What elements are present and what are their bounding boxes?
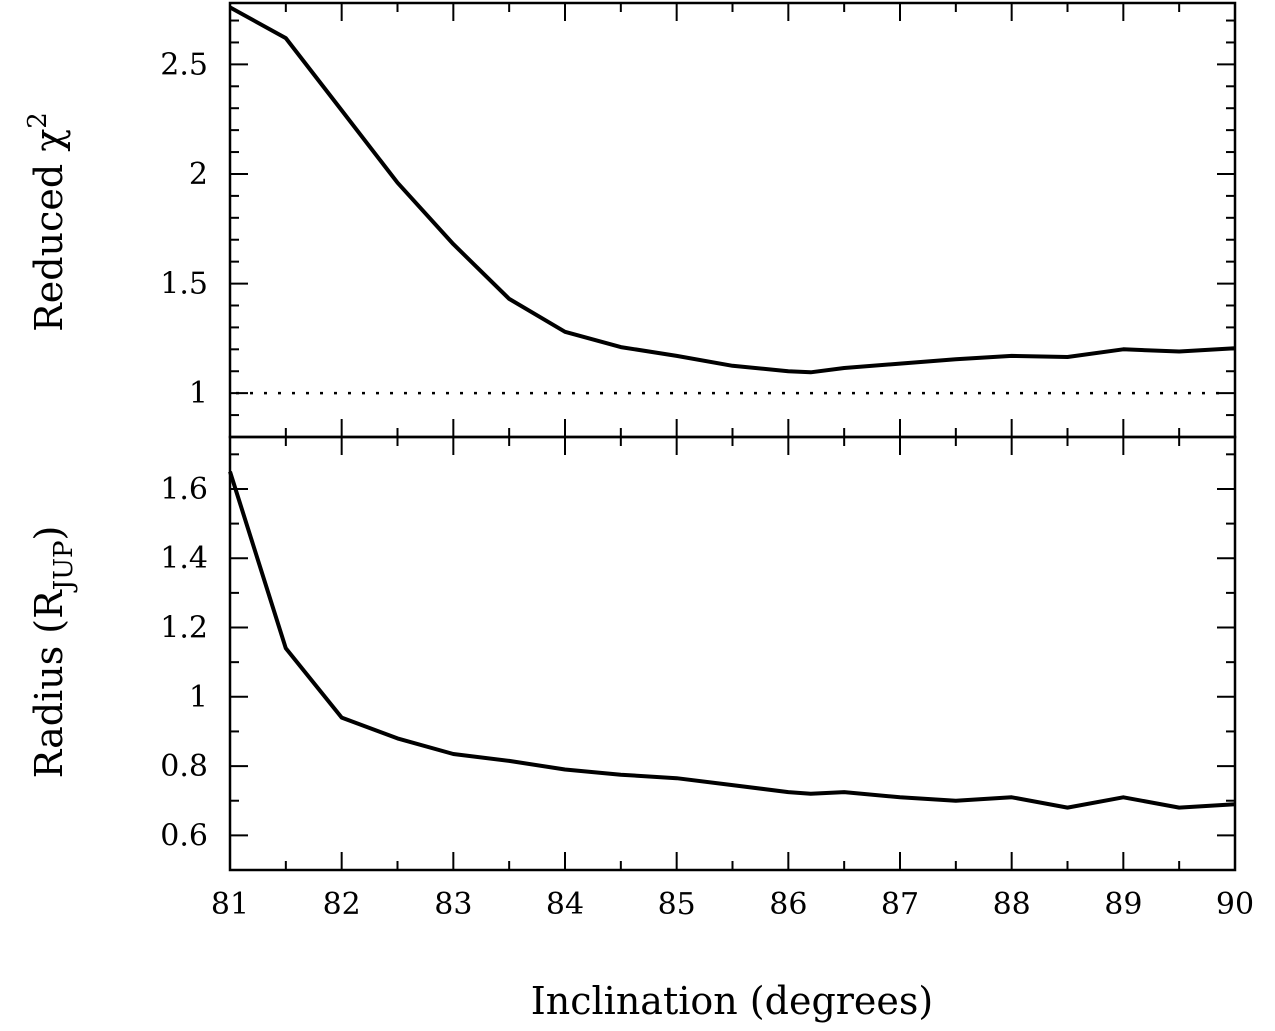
xtick-label: 83 bbox=[434, 887, 472, 922]
xtick-label: 89 bbox=[1104, 887, 1142, 922]
bottom-panel-ylabel: Radius (RJUP) bbox=[27, 526, 79, 779]
top-panel-ylabel: Reduced χ2 bbox=[23, 112, 71, 332]
xlabel: Inclination (degrees) bbox=[531, 979, 934, 1023]
bottom-ytick-label: 1.6 bbox=[160, 472, 208, 507]
xtick-label: 81 bbox=[211, 887, 249, 922]
xtick-label: 84 bbox=[546, 887, 584, 922]
bottom-ytick-label: 1.4 bbox=[160, 541, 208, 576]
bottom-ytick-label: 1.2 bbox=[160, 611, 208, 646]
top-panel-ytick-labels: 1 1.5 2 2.5 bbox=[160, 47, 208, 411]
top-panel-frame bbox=[228, 1, 1237, 439]
xtick-label: 82 bbox=[323, 887, 361, 922]
bottom-ytick-label: 0.6 bbox=[160, 818, 208, 853]
xtick-label: 88 bbox=[993, 887, 1031, 922]
xtick-label: 86 bbox=[769, 887, 807, 922]
radius-series-line bbox=[228, 470, 1236, 810]
bottom-panel-ytick-labels: 0.6 0.8 1 1.2 1.4 1.6 bbox=[160, 472, 208, 853]
bottom-panel-ticks bbox=[229, 437, 1236, 871]
xtick-label: 87 bbox=[881, 887, 919, 922]
bottom-ytick-label: 1 bbox=[189, 680, 208, 715]
xtick-labels: 81 82 83 84 85 86 87 88 89 90 bbox=[211, 887, 1254, 922]
top-ytick-label: 1.5 bbox=[160, 267, 208, 302]
xtick-label: 90 bbox=[1216, 887, 1254, 922]
top-panel-ticks bbox=[229, 3, 1236, 438]
bottom-ytick-label: 0.8 bbox=[160, 749, 208, 784]
top-ytick-label: 2.5 bbox=[160, 47, 208, 82]
xtick-label: 85 bbox=[658, 887, 696, 922]
chi2-series-line bbox=[229, 5, 1236, 375]
top-ytick-label: 2 bbox=[189, 157, 208, 192]
top-ytick-label: 1 bbox=[189, 376, 208, 411]
